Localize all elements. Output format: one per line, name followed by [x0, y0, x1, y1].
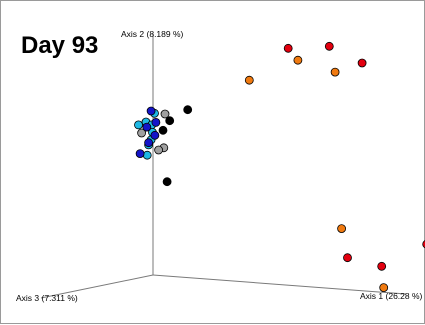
- data-point-3-3: [155, 146, 163, 154]
- data-point-5-1: [152, 118, 160, 126]
- axis-1-label: Axis 1 (26.28 %): [360, 291, 423, 301]
- data-point-5-0: [147, 107, 155, 115]
- data-point-5-4: [145, 139, 153, 147]
- data-point-4-7: [143, 151, 151, 159]
- data-point-2-3: [163, 178, 171, 186]
- data-points: [135, 42, 425, 291]
- data-point-2-0: [184, 106, 192, 114]
- data-point-0-0: [284, 44, 292, 52]
- data-point-5-5: [136, 150, 144, 158]
- data-point-1-4: [380, 284, 388, 292]
- data-point-1-0: [294, 56, 302, 64]
- data-point-4-3: [135, 121, 143, 129]
- data-point-5-2: [143, 123, 151, 131]
- data-point-2-2: [159, 126, 167, 134]
- data-point-1-2: [245, 76, 253, 84]
- data-point-1-3: [338, 225, 346, 233]
- axis-3-label: Axis 3 (7.311 %): [16, 293, 78, 303]
- data-point-0-1: [325, 42, 333, 50]
- chart-title: Day 93: [21, 32, 98, 59]
- data-point-5-3: [151, 131, 159, 139]
- data-point-3-0: [161, 110, 169, 118]
- data-point-0-2: [358, 59, 366, 67]
- data-point-1-1: [331, 68, 339, 76]
- data-point-0-5: [378, 262, 386, 270]
- data-point-0-4: [344, 254, 352, 262]
- axis-2-label: Axis 2 (8.189 %): [121, 29, 184, 39]
